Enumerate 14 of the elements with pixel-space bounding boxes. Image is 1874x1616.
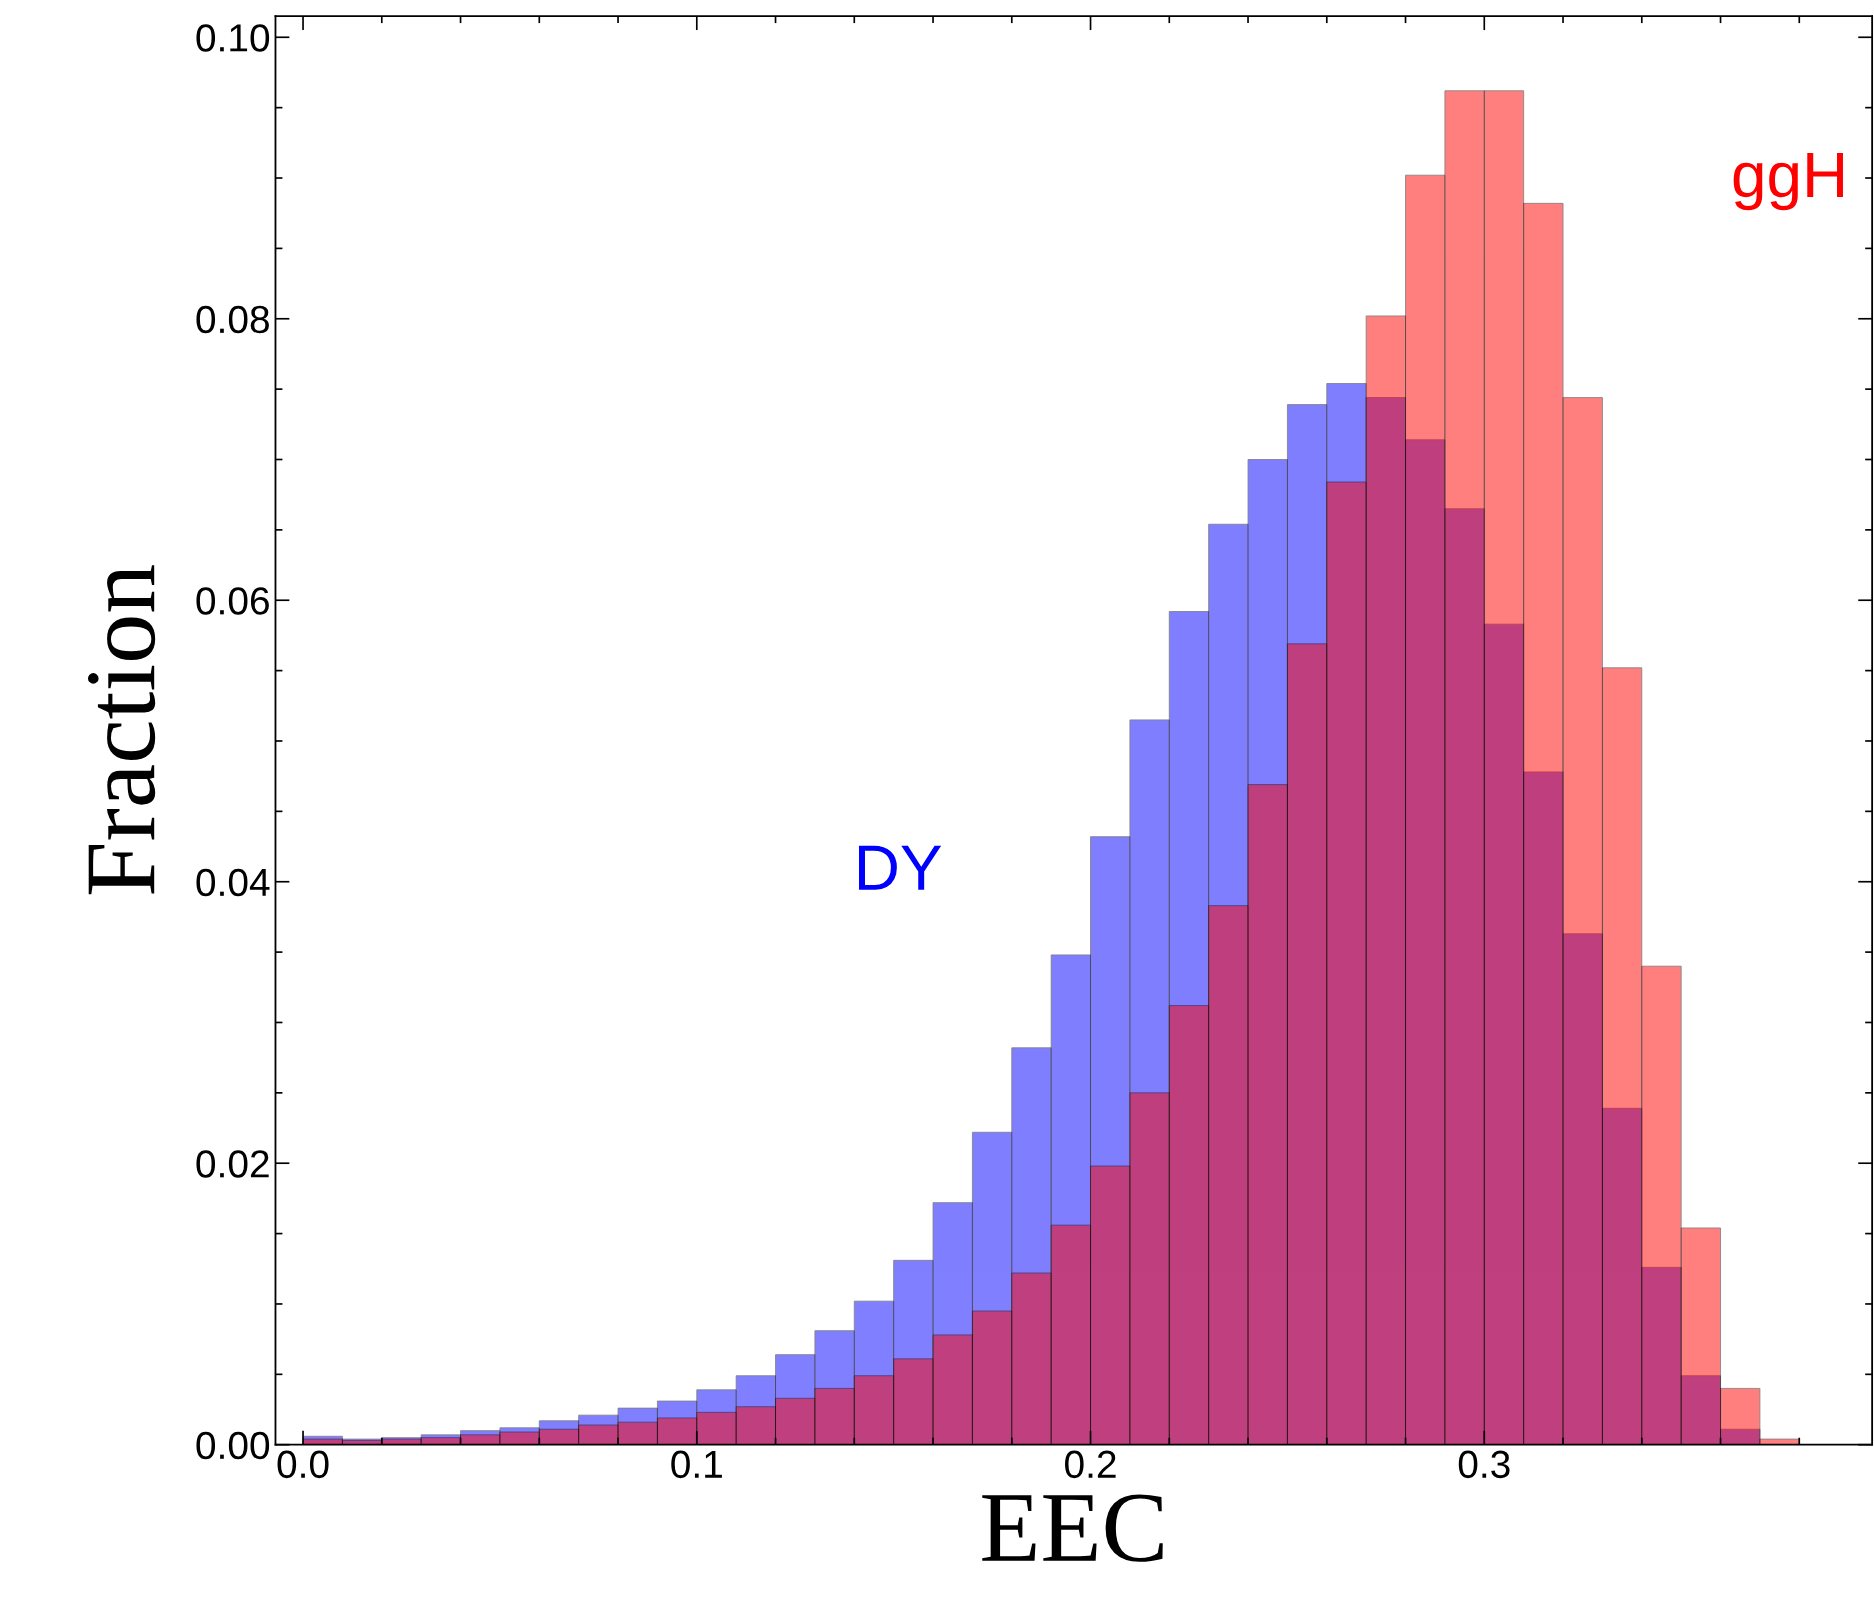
x-tick-label: 0.2 bbox=[1065, 1450, 1116, 1479]
x-tick-label: 0.3 bbox=[1458, 1450, 1510, 1479]
y-tick-label: 0.00 bbox=[196, 1431, 270, 1460]
legend-label: ggH bbox=[1733, 153, 1843, 211]
y-axis-title: Fraction bbox=[87, 565, 156, 895]
x-tick-label: 0.0 bbox=[277, 1450, 329, 1479]
y-tick-label: 0.02 bbox=[196, 1150, 269, 1178]
text: DY bbox=[859, 845, 942, 890]
x-axis-title: EEC bbox=[982, 1494, 1163, 1562]
y-tick-label: 0.08 bbox=[196, 305, 269, 334]
y-tick-label: 0.10 bbox=[196, 24, 270, 52]
y-tick-label: 0.04 bbox=[196, 868, 270, 897]
y-tick-label: 0.06 bbox=[196, 587, 269, 615]
x-tick-label: 0.1 bbox=[671, 1450, 722, 1479]
